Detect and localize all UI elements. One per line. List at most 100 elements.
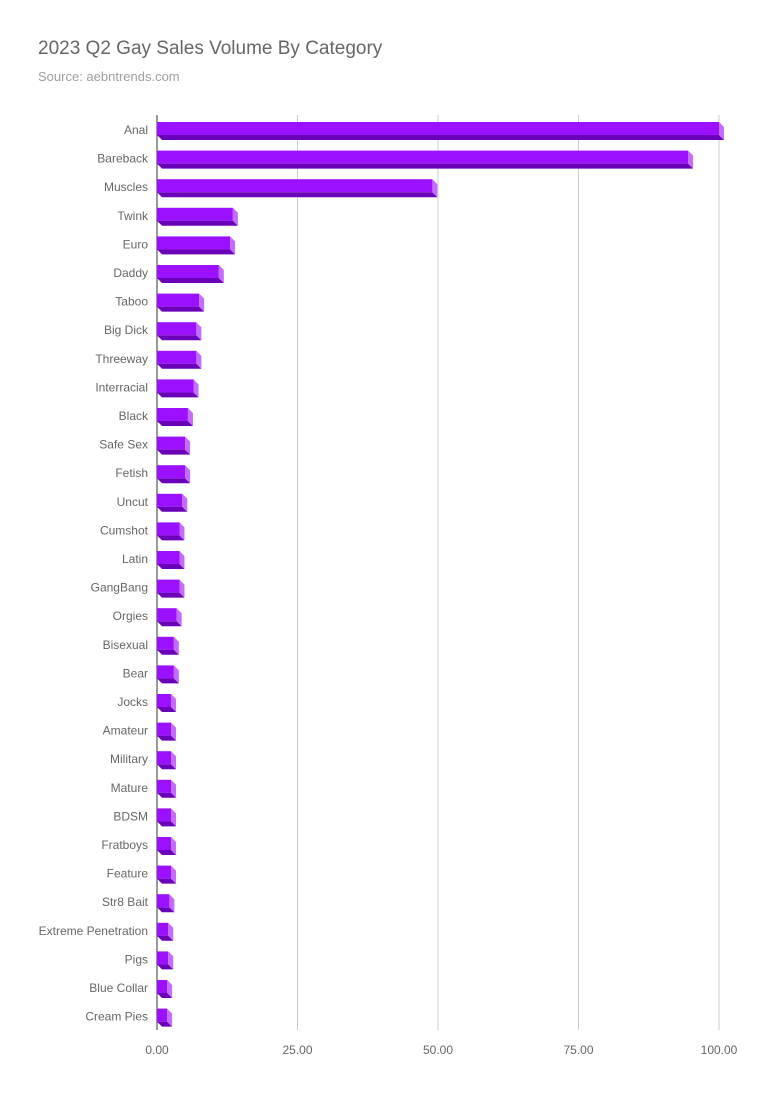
bar-side-face xyxy=(168,951,174,970)
bar xyxy=(157,522,185,541)
bar-side-face xyxy=(182,493,188,512)
bar-bottom-face xyxy=(157,792,177,798)
category-label: Interracial xyxy=(95,380,148,394)
category-label: Bisexual xyxy=(103,638,148,652)
bar-side-face xyxy=(179,551,185,569)
category-label: Extreme Penetration xyxy=(39,924,148,938)
category-label: Bareback xyxy=(97,152,149,166)
bar-side-face xyxy=(171,694,177,712)
category-label: Orgies xyxy=(113,609,148,623)
category-label: Military xyxy=(110,752,148,766)
bar xyxy=(157,379,199,398)
bar-side-face xyxy=(173,636,179,655)
category-label: Feature xyxy=(107,867,149,881)
bar xyxy=(157,408,193,426)
bar-bottom-face xyxy=(157,506,188,512)
bar-front xyxy=(157,465,186,479)
bar-front xyxy=(157,980,168,993)
bar-bottom-face xyxy=(157,850,177,855)
bar-bottom-face xyxy=(157,478,191,484)
bar xyxy=(157,293,205,312)
x-tick-label: 0.00 xyxy=(145,1043,169,1057)
bar-side-face xyxy=(169,894,175,913)
bar-bottom-face xyxy=(157,621,182,627)
x-axis-labels: 0.00 25.00 50.00 75.00 100.00 xyxy=(145,1043,737,1057)
bar-bottom-face xyxy=(157,449,191,455)
bar xyxy=(157,951,174,970)
bar-front xyxy=(157,1008,168,1022)
category-label: BDSM xyxy=(113,809,148,823)
bar-front xyxy=(157,408,188,421)
bar-side-face xyxy=(185,436,191,455)
bar-front xyxy=(157,436,186,450)
bar xyxy=(157,122,724,140)
bar-side-face xyxy=(196,322,202,341)
category-label: Muscles xyxy=(104,180,148,194)
category-label: Bear xyxy=(123,666,148,680)
bar-side-face xyxy=(171,779,177,798)
bar xyxy=(157,436,191,455)
bar-side-face xyxy=(196,350,202,369)
bar-bottom-face xyxy=(157,306,205,312)
bar-front xyxy=(157,694,172,707)
bar xyxy=(157,322,202,341)
bar-side-face xyxy=(173,665,179,684)
bar-side-face xyxy=(168,922,174,941)
bar xyxy=(157,808,177,827)
bar-front xyxy=(157,722,172,736)
bar-bottom-face xyxy=(157,249,236,255)
category-label: Cumshot xyxy=(100,523,149,537)
bar-side-face xyxy=(432,179,438,198)
bar-front xyxy=(157,122,719,135)
category-label: Uncut xyxy=(117,495,149,509)
bar-front xyxy=(157,808,172,822)
bar-bottom-face xyxy=(157,935,174,941)
x-tick-label: 50.00 xyxy=(423,1043,453,1057)
category-label: Mature xyxy=(111,781,149,795)
bar-bottom-face xyxy=(157,964,174,970)
x-tick-label: 100.00 xyxy=(701,1043,738,1057)
x-tick-label: 25.00 xyxy=(282,1043,312,1057)
bar-front xyxy=(157,894,170,908)
bar-front xyxy=(157,179,433,193)
bar-side-face xyxy=(185,465,191,484)
bar-bottom-face xyxy=(157,192,438,198)
bar xyxy=(157,350,202,369)
bar xyxy=(157,551,185,569)
bar-front xyxy=(157,922,169,936)
bar-bottom-face xyxy=(157,220,238,226)
bar-side-face xyxy=(688,150,694,169)
bar-front xyxy=(157,751,172,765)
bar-bottom-face xyxy=(157,564,185,569)
category-label: Fratboys xyxy=(101,838,148,852)
category-label: Daddy xyxy=(113,266,148,280)
bar xyxy=(157,636,179,655)
bar-bottom-face xyxy=(157,707,177,712)
bar-bottom-face xyxy=(157,993,173,998)
bar-front xyxy=(157,522,180,536)
bar-side-face xyxy=(719,122,724,140)
category-label: Fetish xyxy=(115,466,148,480)
bar-bottom-face xyxy=(157,821,177,827)
bar-bottom-face xyxy=(157,592,185,598)
bar xyxy=(157,665,179,684)
category-label: Threeway xyxy=(95,352,148,366)
bar-side-face xyxy=(171,808,177,827)
bar-bottom-face xyxy=(157,878,177,884)
category-label: Pigs xyxy=(125,952,148,966)
bar xyxy=(157,694,177,712)
bar-front xyxy=(157,779,172,793)
bar-side-face xyxy=(176,608,182,627)
category-label: Safe Sex xyxy=(99,438,148,452)
category-label: Str8 Bait xyxy=(102,895,149,909)
category-label: Cream Pies xyxy=(85,1010,148,1024)
bar-bottom-face xyxy=(157,135,724,140)
bars xyxy=(157,122,724,1027)
category-label: Taboo xyxy=(115,295,148,309)
bar-side-face xyxy=(199,293,205,312)
bar xyxy=(157,579,185,598)
bar-front xyxy=(157,150,689,164)
bar xyxy=(157,722,177,741)
